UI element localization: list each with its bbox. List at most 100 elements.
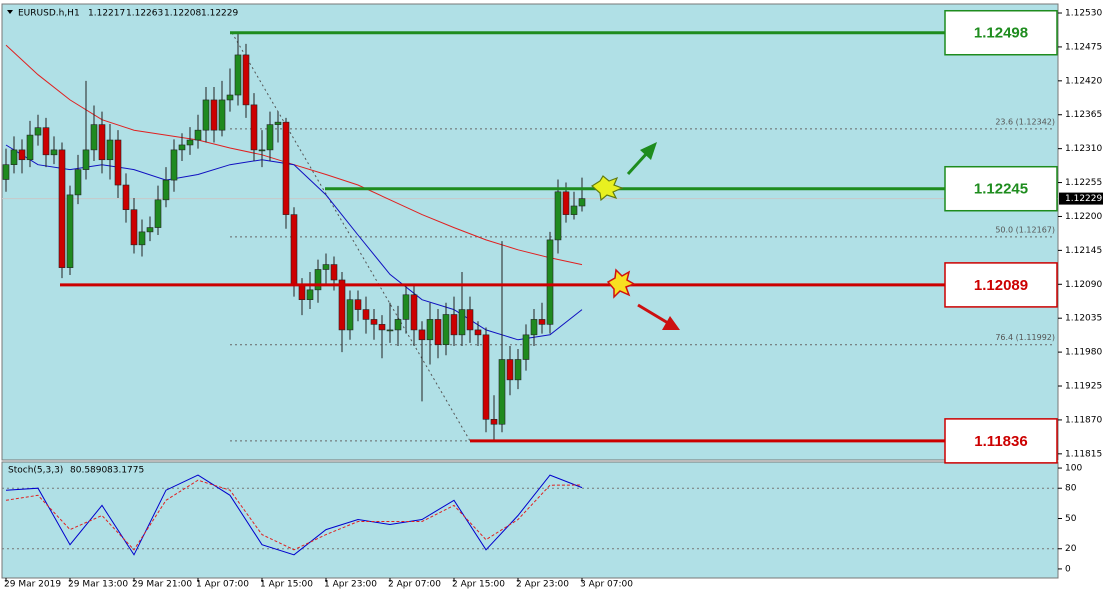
candle-body [514,359,522,381]
level-label: 1.11836 [974,433,1027,450]
y-tick-label: 1.12145 [1065,246,1102,256]
symbol: EURUSD.h,H1 [18,9,80,19]
candle-body [258,149,266,152]
stoch-pane [1,461,1059,579]
x-tick-label: 1 Apr 07:00 [196,580,249,590]
candle-body [122,184,130,210]
candle-body [338,279,346,331]
x-tick-label: 1 Apr 23:00 [324,580,377,590]
candle-body [130,209,138,246]
candle-body [546,239,554,325]
candle-body [218,99,226,131]
candle-body [202,99,210,131]
menu-triangle [7,10,13,14]
candle-body [178,144,186,151]
candle-body [434,319,442,346]
candle-body [210,99,218,131]
candle-body [2,164,10,180]
candle-body [50,149,58,156]
price-tag [1059,192,1103,205]
candle-body [426,319,434,341]
candle-body [58,149,66,268]
y-tick-label: 1.12035 [1065,314,1102,324]
candle-body [394,319,402,331]
candle-body [474,329,482,336]
candle-body [250,104,258,151]
y-tick-label: 1.12365 [1065,110,1102,120]
candle-body [442,314,450,346]
level-box [944,418,1058,464]
candle-body [354,299,362,310]
readout-open: 1.12217 [88,9,125,19]
stoch-tick-label: 100 [1065,464,1082,474]
candle-body [346,299,354,331]
burst-icon [606,268,636,299]
candle-body [66,194,74,268]
candle-body [90,124,98,151]
candle-body [10,149,18,165]
candle-body [410,294,418,331]
level-label: 1.12245 [974,181,1028,198]
x-tick-label: 3 Apr 07:00 [580,580,633,590]
down-arrow [637,303,680,330]
level-label: 1.12089 [974,277,1028,294]
candle-body [466,309,474,331]
candle-body [242,54,250,106]
candle-body [234,54,242,96]
candle-body [314,269,322,291]
x-tick-label: 29 Mar 13:00 [68,580,128,590]
candle-body [82,149,90,170]
readout-high: 1.12263 [126,9,163,19]
candle-body [170,149,178,181]
candle-body [194,129,202,141]
candle-body [378,324,386,331]
candle-body [26,134,34,161]
candle-body [506,359,514,381]
candle-body [138,231,146,246]
x-tick-label: 29 Mar 2019 [4,580,61,590]
candle-body [322,264,330,270]
candle-body [402,294,410,320]
candle-body [74,169,82,196]
burst-icon [590,175,624,202]
fib-label: 23.6 (1.12342) [995,117,1055,126]
y-tick-label: 1.11925 [1065,382,1102,392]
candle-body [490,419,498,425]
candle-body [554,191,562,241]
candle-body [498,359,506,425]
candle-body [266,124,274,151]
y-tick-label: 1.12310 [1065,144,1102,154]
candle-body [570,205,578,215]
y-tick-label: 1.11980 [1065,348,1102,358]
stoch-tick-label: 50 [1065,514,1077,524]
candle-body [18,149,26,161]
y-tick-label: 1.12200 [1065,212,1102,222]
y-tick-label: 1.12090 [1065,280,1102,290]
candle-body [162,179,170,201]
stoch-tick-label: 0 [1065,564,1071,574]
candle-body [98,124,106,161]
candle-body [106,139,114,161]
candle-body [562,191,570,215]
x-tick-label: 2 Apr 15:00 [452,580,505,590]
candle-body [362,309,370,320]
candle-body [482,334,490,420]
x-tick-label: 2 Apr 23:00 [516,580,569,590]
candle-body [186,139,194,146]
y-tick-label: 1.12530 [1065,9,1102,19]
stoch-line [5,474,583,556]
main-pane [1,3,1059,461]
y-tick-label: 1.12255 [1065,178,1102,188]
candle-body [42,127,50,156]
x-tick-label: 2 Apr 07:00 [388,580,441,590]
y-tick-label: 1.11870 [1065,415,1102,425]
candle-body [226,94,234,101]
x-tick-label: 29 Mar 21:00 [132,580,192,590]
candle-body [578,198,586,207]
stoch-main-readout: 80.5890 [70,466,107,476]
y-tick-label: 1.12420 [1065,76,1102,86]
stoch-line [5,479,583,551]
price-tag-label: 1.12229 [1065,194,1102,204]
candle-body [538,319,546,325]
candle-body [306,289,314,301]
